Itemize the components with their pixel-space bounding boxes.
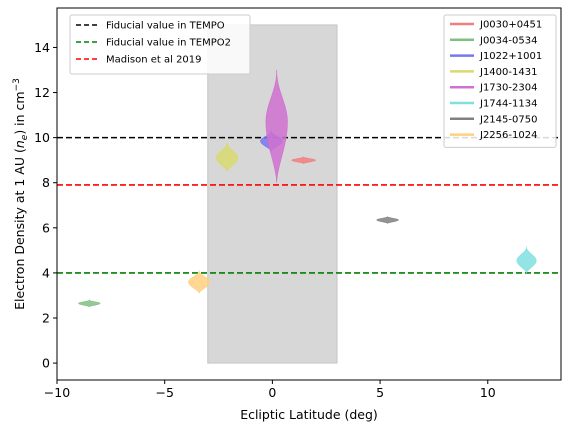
y-axis-label-superscript: −3: [12, 78, 22, 91]
legend-pulsar-label: J1022+1001: [479, 51, 542, 62]
legend-line-label: Madison et al 2019: [106, 55, 202, 66]
legend-lines: Fiducial value in TEMPO Fiducial value in…: [69, 14, 251, 75]
violin-j1730-2304: [265, 69, 288, 183]
x-tick-label: 5: [376, 385, 384, 400]
x-tick-label: 10: [480, 385, 496, 400]
violin-j0030+0451: [291, 156, 316, 164]
y-tick-label: 14: [34, 40, 50, 55]
x-axis-label: Ecliptic Latitude (deg): [240, 407, 378, 422]
y-axis-label: Electron Density at 1 AU (ne) in cm−3: [12, 78, 30, 310]
violin-j2256-1024: [188, 269, 211, 295]
legend-pulsar-label: J2145-0750: [479, 114, 537, 125]
violin-j0034-0534: [78, 299, 101, 308]
legend-pulsar-label: J1744-1134: [479, 99, 537, 110]
x-tick-label: −10: [44, 385, 70, 400]
y-tick-label: 2: [42, 311, 50, 326]
legend-pulsars-box: [443, 14, 557, 148]
y-tick-label: 10: [34, 130, 50, 145]
violin-j1744-1134: [516, 246, 537, 275]
y-tick-label: 12: [34, 85, 50, 100]
plot-frame: [56, 7, 562, 381]
legend-pulsar-label: J1400-1431: [479, 67, 537, 78]
legend-line-label: Fiducial value in TEMPO: [106, 21, 225, 32]
violin-j1400-1431: [216, 141, 239, 173]
y-axis-label-prefix: Electron Density at 1 AU (: [12, 148, 27, 310]
y-tick-label: 8: [42, 175, 50, 190]
y-tick-label: 0: [42, 356, 50, 371]
legend-line-label: Fiducial value in TEMPO2: [106, 38, 231, 49]
y-axis-label-subscript: e: [20, 134, 30, 140]
x-axis: −10 −5 0 5 10: [44, 380, 496, 400]
legend-pulsar-label: J0034-0534: [479, 35, 537, 46]
legend-pulsars: J0030+0451 J0034-0534 J1022+1001 J1400-1431…: [443, 14, 557, 148]
y-axis-label-mid: ) in cm: [12, 91, 27, 134]
y-axis: 0 2 4 6 8 10 12 14: [34, 40, 57, 371]
x-tick-label: −5: [155, 385, 173, 400]
y-axis-label-symbol: n: [12, 140, 27, 148]
violin-j2145-0750: [376, 216, 399, 224]
legend-pulsar-label: J2256-1024: [479, 130, 537, 141]
y-tick-label: 6: [42, 220, 50, 235]
shaded-region: [207, 24, 338, 364]
x-tick-label: 0: [268, 385, 276, 400]
legend-pulsar-label: J1730-2304: [479, 83, 537, 94]
y-tick-label: 4: [42, 265, 50, 280]
legend-lines-box: [69, 14, 251, 75]
legend-pulsar-label: J0030+0451: [479, 20, 542, 31]
